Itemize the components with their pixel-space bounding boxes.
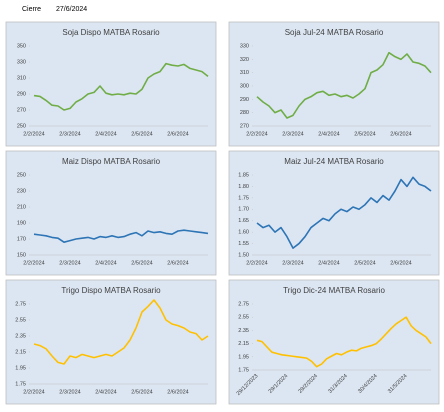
y-tick-label: 1.75 [238, 195, 249, 201]
y-tick-label: 250 [17, 123, 26, 129]
y-tick-label: 2.75 [15, 301, 26, 307]
x-tick-label: 2/3/2024 [59, 131, 80, 137]
y-tick-label: 1.70 [238, 207, 249, 213]
y-tick-label: 2.35 [238, 328, 249, 334]
chart-title: Trigo Dic-24 MATBA Rosario [283, 286, 385, 295]
y-tick-label: 2.35 [15, 333, 26, 339]
header-label: Cierre [22, 6, 41, 13]
y-tick-label: 1.75 [238, 367, 249, 373]
y-tick-label: 150 [17, 252, 26, 258]
x-tick-label: 2/3/2024 [59, 260, 80, 266]
line-series [33, 229, 209, 243]
x-tick-label: 2/5/2024 [354, 260, 375, 266]
y-tick-label: 250 [17, 172, 26, 178]
y-tick-label: 350 [17, 43, 26, 49]
panel [228, 150, 440, 276]
header-date: 27/6/2024 [56, 6, 87, 13]
y-tick-label: 2.55 [15, 317, 26, 323]
y-tick-label: 2.15 [15, 349, 26, 355]
y-tick-label: 2.55 [238, 315, 249, 321]
y-tick-label: 290 [17, 91, 26, 97]
panel [228, 279, 440, 405]
chart-title: Maiz Jul-24 MATBA Rosario [284, 157, 384, 166]
y-tick-label: 1.95 [15, 365, 26, 371]
line-series [256, 176, 432, 249]
panel [5, 21, 217, 147]
panel [5, 279, 217, 405]
x-tick-label: 2/5/2024 [131, 260, 152, 266]
y-tick-label: 1.80 [238, 184, 249, 190]
x-tick-label: 2/6/2024 [167, 131, 188, 137]
y-tick-label: 310 [240, 70, 249, 76]
y-tick-label: 1.55 [238, 241, 249, 247]
y-tick-label: 1.50 [238, 252, 249, 258]
x-tick-label: 2/4/2024 [95, 389, 116, 395]
y-tick-label: 320 [240, 57, 249, 63]
x-tick-label: 2/6/2024 [167, 389, 188, 395]
chart-title: Maiz Dispo MATBA Rosario [62, 157, 161, 166]
x-tick-label: 2/5/2024 [354, 131, 375, 137]
y-tick-label: 210 [17, 204, 26, 210]
x-tick-label: 2/4/2024 [318, 131, 339, 137]
x-tick-label: 2/5/2024 [131, 131, 152, 137]
line-series [33, 62, 209, 111]
y-tick-label: 1.65 [238, 218, 249, 224]
x-tick-label: 2/2/2024 [246, 131, 267, 137]
y-tick-label: 1.95 [238, 354, 249, 360]
x-tick-label: 2/2/2024 [23, 389, 44, 395]
x-tick-label: 2/6/2024 [167, 260, 188, 266]
y-tick-label: 1.75 [15, 381, 26, 387]
y-tick-label: 330 [17, 59, 26, 65]
y-tick-label: 1.85 [238, 172, 249, 178]
y-tick-label: 280 [240, 110, 249, 116]
y-tick-label: 2.15 [238, 341, 249, 347]
y-tick-label: 330 [240, 43, 249, 49]
x-tick-label: 2/5/2024 [131, 389, 152, 395]
panel [228, 21, 440, 147]
y-tick-label: 230 [17, 188, 26, 194]
y-tick-label: 300 [240, 83, 249, 89]
y-tick-label: 290 [240, 97, 249, 103]
x-tick-label: 2/4/2024 [95, 131, 116, 137]
x-tick-label: 2/2/2024 [23, 131, 44, 137]
line-series [256, 51, 432, 119]
y-tick-label: 2.75 [238, 301, 249, 307]
x-tick-label: 2/3/2024 [59, 389, 80, 395]
y-tick-label: 190 [17, 220, 26, 226]
chart-title: Trigo Dispo MATBA Rosario [61, 286, 161, 295]
x-tick-label: 2/4/2024 [318, 260, 339, 266]
line-series [256, 316, 432, 368]
chart-title: Soja Jul-24 MATBA Rosario [285, 28, 384, 37]
x-tick-label: 2/3/2024 [282, 260, 303, 266]
line-series [33, 299, 209, 365]
x-tick-label: 2/4/2024 [95, 260, 116, 266]
chart-title: Soja Dispo MATBA Rosario [62, 28, 160, 37]
x-tick-label: 2/2/2024 [23, 260, 44, 266]
x-tick-label: 2/3/2024 [282, 131, 303, 137]
x-tick-label: 2/6/2024 [390, 131, 411, 137]
x-tick-label: 2/6/2024 [390, 260, 411, 266]
y-tick-label: 1.60 [238, 230, 249, 236]
y-tick-label: 170 [17, 236, 26, 242]
y-tick-label: 270 [240, 123, 249, 129]
panel [5, 150, 217, 276]
y-tick-label: 270 [17, 107, 26, 113]
y-tick-label: 310 [17, 75, 26, 81]
x-tick-label: 2/2/2024 [246, 260, 267, 266]
